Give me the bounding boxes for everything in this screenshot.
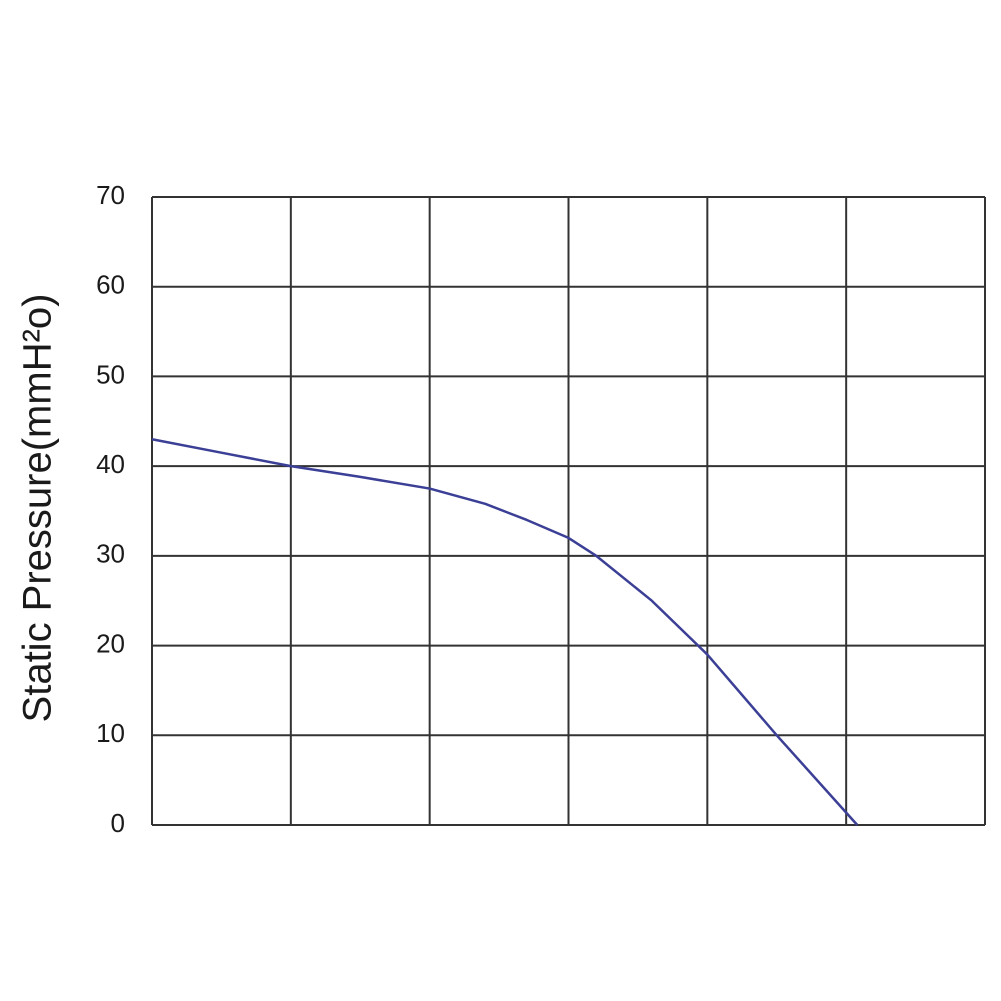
y-tick-label: 40 [96,449,125,479]
y-tick-label: 0 [111,808,125,838]
y-tick-label: 20 [96,628,125,658]
y-tick-label: 50 [96,359,125,389]
y-tick-label: 10 [96,718,125,748]
y-tick-label: 60 [96,270,125,300]
y-tick-label: 70 [96,180,125,210]
y-tick-label: 30 [96,539,125,569]
y-axis-label: Static Pressure(mmH²o) [16,294,60,723]
line-series [151,438,859,826]
